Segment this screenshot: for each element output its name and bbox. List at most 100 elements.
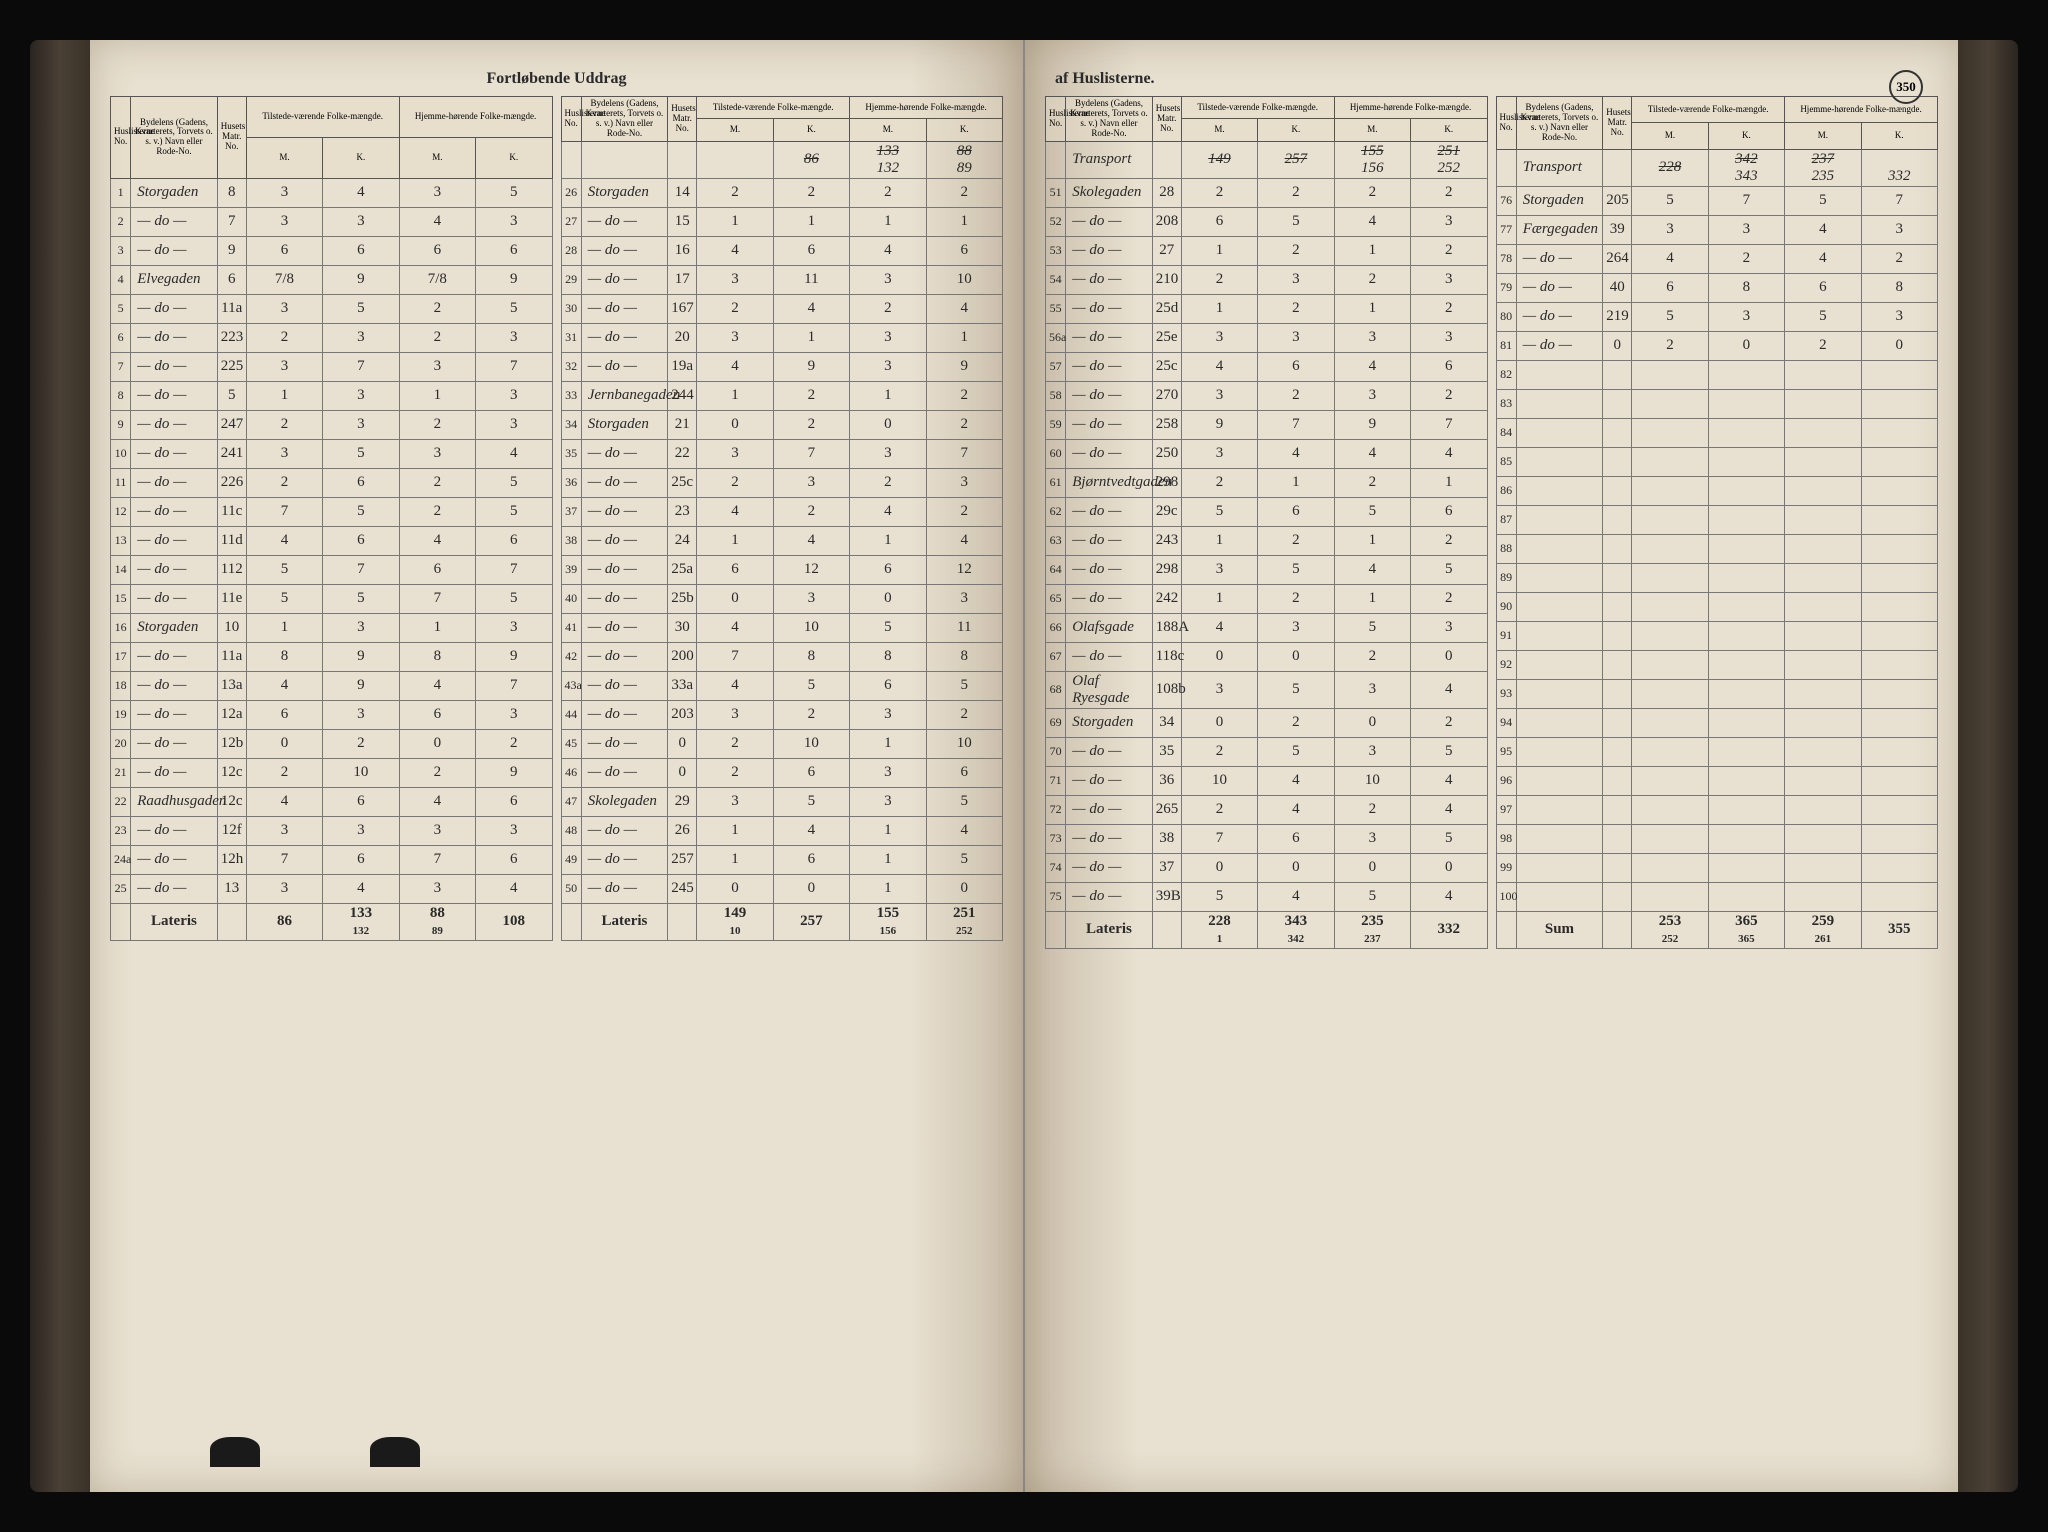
cell-matr: [1603, 824, 1632, 853]
cell-matr: 12h: [217, 845, 246, 874]
cell-matr: 35: [1152, 737, 1181, 766]
cell-m2: 5: [1334, 497, 1410, 526]
cell-matr: 15: [668, 207, 697, 236]
table-row: 77 Færgegaden 39 3 3 4 3: [1496, 215, 1938, 244]
cell-m1: 6: [697, 555, 773, 584]
cell-k1: 2: [1258, 381, 1334, 410]
cell-no: 60: [1046, 439, 1066, 468]
cell-matr: [1603, 708, 1632, 737]
cell-m1: 5: [1632, 302, 1708, 331]
table-row: 19 — do — 12a 6 3 6 3: [111, 700, 553, 729]
cell-no: 30: [561, 294, 581, 323]
table-row: 10 — do — 241 3 5 3 4: [111, 439, 553, 468]
cell-matr: 247: [217, 410, 246, 439]
cell-m1: 3: [246, 352, 322, 381]
cell-m2: 2: [850, 294, 926, 323]
cell-m1: 3: [246, 816, 322, 845]
footer-val: 343342: [1258, 911, 1334, 948]
table-row: 66 Olafsgade 188A 4 3 5 3: [1046, 613, 1488, 642]
cell-no: 56a: [1046, 323, 1066, 352]
cell-k1: 5: [323, 439, 399, 468]
cell-street: [1516, 418, 1602, 447]
cell-m2: 4: [399, 526, 475, 555]
col-header-m: M.: [246, 137, 322, 178]
table-row: 65 — do — 242 1 2 1 2: [1046, 584, 1488, 613]
cell-street: — do —: [1066, 824, 1152, 853]
cell-k2: 6: [476, 236, 552, 265]
cell-k1: [1708, 476, 1784, 505]
col-header-tilstede: Tilstede-værende Folke-mængde.: [697, 97, 850, 119]
transport-val: 342343: [1708, 149, 1784, 186]
cell-k1: [1708, 621, 1784, 650]
cell-m1: [1632, 447, 1708, 476]
cell-m1: 4: [1181, 613, 1257, 642]
cell-no: 63: [1046, 526, 1066, 555]
cell-m2: 0: [850, 410, 926, 439]
cell-m1: 3: [246, 207, 322, 236]
cell-street: [1516, 563, 1602, 592]
table-row: 20 — do — 12b 0 2 0 2: [111, 729, 553, 758]
cell-m1: 3: [1181, 323, 1257, 352]
cell-no: 99: [1496, 853, 1516, 882]
table-row: 33 Jernbanegaden 244 1 2 1 2: [561, 381, 1003, 410]
cell-matr: [1603, 360, 1632, 389]
cell-m1: 7/8: [246, 265, 322, 294]
cell-no: 36: [561, 468, 581, 497]
cell-no: 93: [1496, 679, 1516, 708]
table-row: 15 — do — 11e 5 5 7 5: [111, 584, 553, 613]
table-row: 88: [1496, 534, 1938, 563]
cell-m2: 1: [1334, 236, 1410, 265]
page-title-left: Fortløbende Uddrag: [110, 70, 1003, 88]
cell-k1: 5: [323, 294, 399, 323]
cell-street: — do —: [1066, 737, 1152, 766]
cell-no: 82: [1496, 360, 1516, 389]
cell-k2: 9: [926, 352, 1002, 381]
cell-k1: 3: [323, 410, 399, 439]
cell-no: 92: [1496, 650, 1516, 679]
cell-m2: [1785, 447, 1861, 476]
cell-street: — do —: [131, 439, 217, 468]
cell-k1: [1708, 853, 1784, 882]
cell-matr: 26: [668, 816, 697, 845]
cell-no: 51: [1046, 178, 1066, 207]
cell-m2: 3: [399, 816, 475, 845]
cell-m2: 1: [850, 381, 926, 410]
cell-street: — do —: [131, 758, 217, 787]
cell-k2: 4: [1411, 766, 1487, 795]
cell-k1: 9: [773, 352, 849, 381]
cell-k2: 6: [1411, 497, 1487, 526]
cell-k1: 6: [323, 845, 399, 874]
cell-matr: 205: [1603, 186, 1632, 215]
cell-m1: [1632, 708, 1708, 737]
footer-val: 86: [246, 903, 322, 940]
cell-k2: 2: [926, 410, 1002, 439]
cell-no: 26: [561, 178, 581, 207]
cell-street: Jernbanegaden: [581, 381, 667, 410]
cell-k2: 5: [476, 497, 552, 526]
cell-k2: 3: [926, 584, 1002, 613]
cell-matr: 225: [217, 352, 246, 381]
cell-matr: 37: [1152, 853, 1181, 882]
cell-street: — do —: [131, 642, 217, 671]
cell-no: 29: [561, 265, 581, 294]
cell-no: 6: [111, 323, 131, 352]
cell-m1: 2: [697, 468, 773, 497]
cell-m2: [1785, 476, 1861, 505]
cell-m1: 3: [246, 178, 322, 207]
cell-m2: 2: [399, 758, 475, 787]
cell-no: 64: [1046, 555, 1066, 584]
footer-val: 253252: [1632, 911, 1708, 948]
table-row: 60 — do — 250 3 4 4 4: [1046, 439, 1488, 468]
table-row: 55 — do — 25d 1 2 1 2: [1046, 294, 1488, 323]
cell-matr: 245: [668, 874, 697, 903]
cell-k2: 4: [1411, 671, 1487, 708]
cell-k2: 2: [1411, 178, 1487, 207]
cell-k1: [1708, 679, 1784, 708]
cell-m1: 3: [1181, 671, 1257, 708]
cell-no: 52: [1046, 207, 1066, 236]
cell-street: — do —: [1066, 323, 1152, 352]
transport-val: 86: [773, 141, 849, 178]
cell-no: 18: [111, 671, 131, 700]
cell-street: [1516, 766, 1602, 795]
cell-m2: [1785, 534, 1861, 563]
